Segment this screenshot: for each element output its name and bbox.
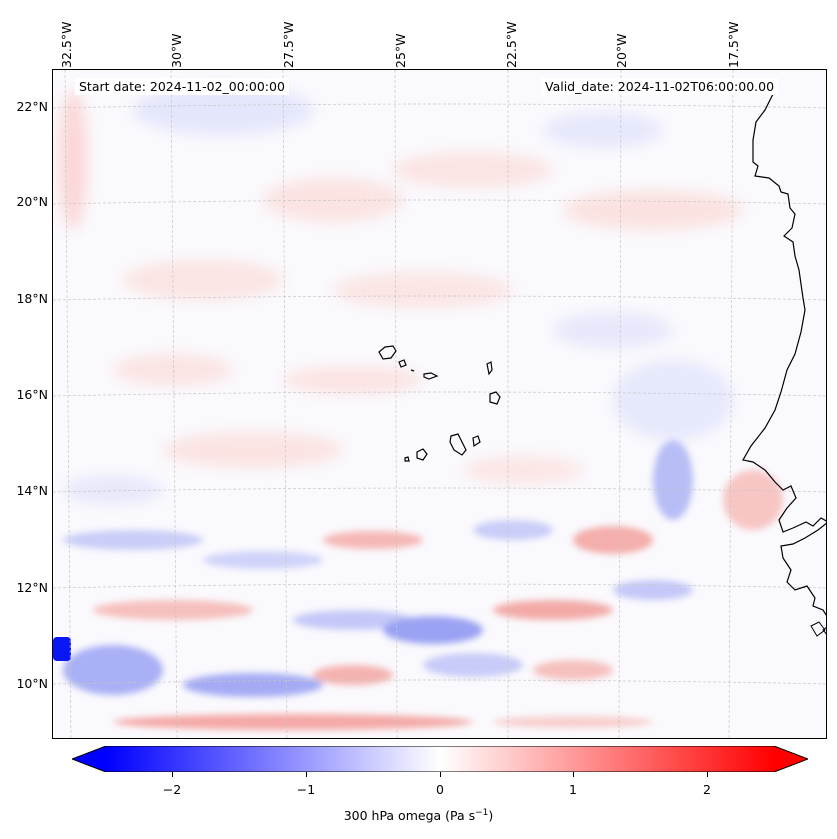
colorbar-tick-label: 0	[436, 782, 444, 797]
colorbar-tick-label: −2	[162, 782, 182, 797]
lat-label-12n: 12°N	[16, 580, 48, 595]
island-boa-vista	[489, 391, 501, 405]
colorbar-gradient	[106, 746, 774, 772]
island-santiago	[449, 433, 467, 456]
lon-label-32-5w: 32.5°W	[59, 21, 74, 68]
colorbar-tick-label: 2	[703, 782, 711, 797]
island-santo-antao	[378, 345, 397, 360]
island-sao-vicente	[398, 359, 407, 368]
colorbar-tick-label: −1	[296, 782, 316, 797]
lon-label-25w: 25°W	[393, 33, 408, 68]
graticule	[53, 70, 826, 738]
colorbar-tickmark	[440, 772, 441, 777]
lon-label-17-5w: 17.5°W	[726, 21, 741, 68]
colorbar-min-extend	[72, 746, 106, 772]
omega-field-patches	[59, 85, 743, 504]
lat-label-14n: 14°N	[16, 483, 48, 498]
strong-omega-cell	[53, 637, 71, 661]
island-sal	[486, 361, 493, 376]
colorbar-max-extend	[774, 746, 808, 772]
start-date-label: Start date: 2024-11-02_00:00:00	[75, 78, 289, 95]
colorbar-tickmark	[707, 772, 708, 777]
lon-label-27-5w: 27.5°W	[281, 21, 296, 68]
island-brava	[404, 456, 410, 462]
lat-label-10n: 10°N	[16, 676, 48, 691]
lat-label-22n: 22°N	[16, 99, 48, 114]
omega-field-svg	[53, 70, 826, 738]
colorbar-tick-label: 1	[569, 782, 577, 797]
colorbar-tickmark	[172, 772, 173, 777]
valid-date-label: Valid_date: 2024-11-02T06:00:00.00	[541, 78, 779, 95]
cape-verde-islands	[378, 345, 501, 462]
bijagos-islands	[810, 621, 826, 637]
omega-map-panel	[52, 69, 827, 739]
lat-label-20n: 20°N	[16, 194, 48, 209]
colorbar-svg	[70, 745, 810, 773]
colorbar-tickmark	[573, 772, 574, 777]
island-sao-nicolau	[423, 372, 439, 380]
lat-label-18n: 18°N	[16, 291, 48, 306]
island-fogo	[416, 448, 428, 461]
lat-label-16n: 16°N	[16, 387, 48, 402]
lon-label-22-5w: 22.5°W	[504, 21, 519, 68]
guinea-bissau-coastline	[780, 522, 826, 616]
island-santa-luzia	[410, 369, 415, 372]
lon-label-20w: 20°W	[614, 33, 629, 68]
lon-label-30w: 30°W	[169, 33, 184, 68]
africa-coastline	[742, 93, 826, 533]
colorbar-label: 300 hPa omega (Pa s−1)	[343, 808, 494, 824]
colorbar	[70, 745, 810, 773]
island-maio	[472, 435, 481, 448]
colorbar-tickmark	[306, 772, 307, 777]
